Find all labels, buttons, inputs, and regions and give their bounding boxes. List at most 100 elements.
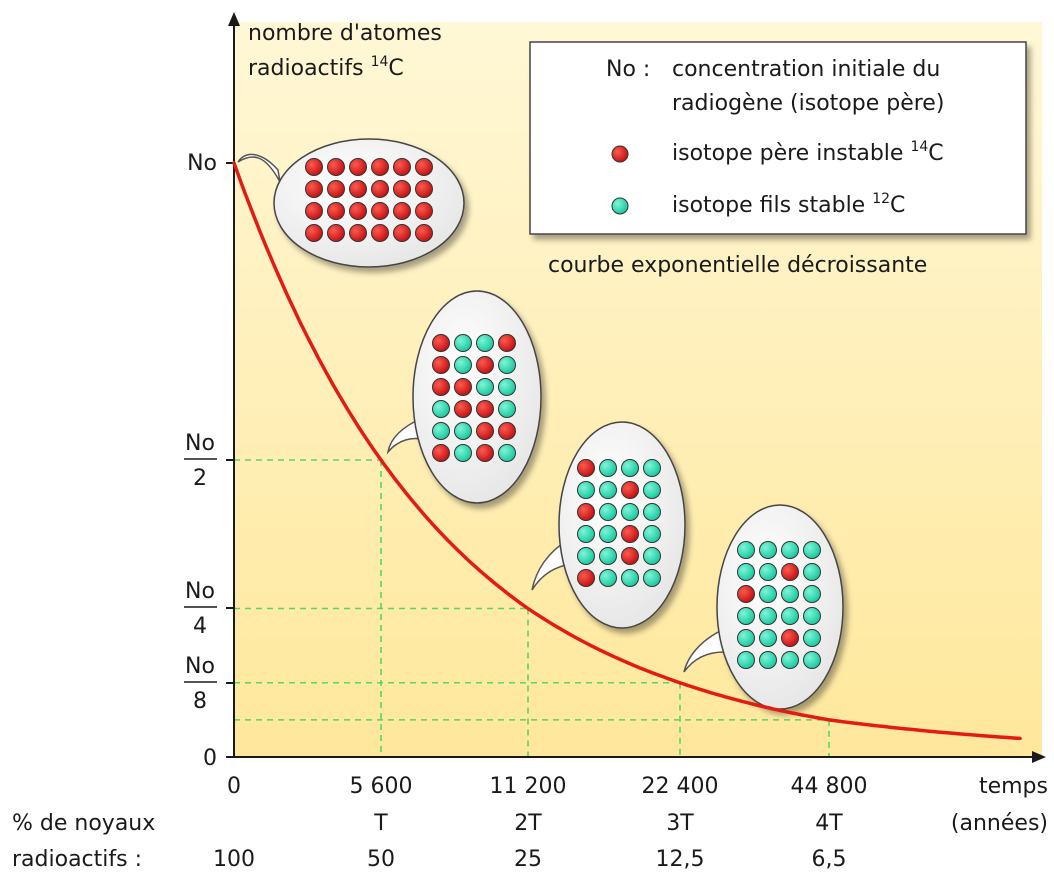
y-axis-title-line1: nombre d'atomes — [248, 21, 442, 46]
daughter-atom-icon — [759, 563, 777, 581]
daughter-atom-icon — [599, 459, 617, 477]
daughter-atom-icon — [803, 563, 821, 581]
daughter-atom-icon — [643, 481, 661, 499]
parent-atom-icon — [737, 585, 755, 603]
parent-atom-icon — [327, 180, 345, 198]
daughter-atom-icon — [454, 356, 472, 374]
percent-value: 12,5 — [656, 847, 705, 872]
daughter-atom-icon — [759, 541, 777, 559]
daughter-atom-icon — [611, 197, 629, 215]
legend-no-line2: radiogène (isotope père) — [672, 91, 944, 116]
legend-parent-text: isotope père instable 14C — [672, 139, 944, 166]
daughter-atom-icon — [759, 651, 777, 669]
parent-atom-icon — [393, 224, 411, 242]
period-label: 4T — [815, 811, 843, 836]
y-tick-label-zero: 0 — [203, 746, 217, 771]
daughter-atom-icon — [643, 569, 661, 587]
parent-atom-icon — [432, 444, 450, 462]
percent-value: 6,5 — [812, 847, 847, 872]
parent-atom-icon — [781, 563, 799, 581]
parent-atom-icon — [498, 334, 516, 352]
daughter-atom-icon — [643, 503, 661, 521]
percent-row-label-line1: % de noyaux — [12, 811, 155, 836]
x-tick-label: 11 200 — [490, 774, 567, 799]
percent-row-label-line2: radioactifs : — [12, 847, 142, 872]
parent-atom-icon — [305, 224, 323, 242]
parent-atom-icon — [611, 145, 629, 163]
parent-atom-icon — [476, 356, 494, 374]
y-tick-label-half: No 2 — [184, 431, 217, 491]
daughter-atom-icon — [737, 629, 755, 647]
parent-atom-icon — [476, 422, 494, 440]
daughter-atom-icon — [803, 541, 821, 559]
speech-bubble-T — [386, 290, 542, 504]
parent-atom-icon — [432, 334, 450, 352]
fraction-denominator: 4 — [193, 614, 207, 639]
parent-atom-icon — [305, 202, 323, 220]
parent-atom-icon — [432, 356, 450, 374]
daughter-atom-icon — [577, 481, 595, 499]
parent-atom-icon — [498, 422, 516, 440]
y-axis-arrow-icon — [228, 12, 240, 26]
axes — [228, 12, 1046, 763]
daughter-atom-icon — [599, 569, 617, 587]
daughter-atom-icon — [577, 547, 595, 565]
parent-atom-icon — [327, 224, 345, 242]
daughter-atom-icon — [737, 651, 755, 669]
x-tick-label: 22 400 — [642, 774, 719, 799]
y-tick-label-eighth: No 8 — [184, 654, 217, 714]
parent-atom-icon — [476, 444, 494, 462]
daughter-atom-icon — [781, 651, 799, 669]
parent-atom-icon — [371, 224, 389, 242]
parent-atom-icon — [349, 158, 367, 176]
daughter-atom-icon — [643, 525, 661, 543]
daughter-atom-icon — [759, 629, 777, 647]
fraction-numerator: No — [185, 654, 215, 679]
daughter-atom-icon — [498, 356, 516, 374]
daughter-atom-icon — [454, 334, 472, 352]
curve-caption: courbe exponentielle décroissante — [548, 253, 927, 278]
daughter-atom-icon — [621, 459, 639, 477]
period-label: 2T — [514, 811, 542, 836]
fraction-denominator: 2 — [193, 466, 207, 491]
parent-atom-icon — [393, 158, 411, 176]
parent-atom-icon — [393, 180, 411, 198]
parent-atom-icon — [415, 158, 433, 176]
y-tick-label-quarter: No 4 — [184, 579, 217, 639]
parent-atom-icon — [371, 202, 389, 220]
daughter-atom-icon — [498, 400, 516, 418]
parent-atom-icon — [327, 202, 345, 220]
daughter-atom-icon — [759, 607, 777, 625]
x-tick-label: 5 600 — [350, 774, 413, 799]
parent-atom-icon — [349, 180, 367, 198]
daughter-atom-icon — [621, 569, 639, 587]
daughter-atom-icon — [599, 481, 617, 499]
parent-atom-icon — [371, 158, 389, 176]
parent-atom-icon — [349, 224, 367, 242]
parent-atom-icon — [415, 202, 433, 220]
daughter-atom-icon — [643, 547, 661, 565]
y-axis-title-line2: radioactifs 14C — [248, 54, 404, 81]
parent-atom-icon — [432, 378, 450, 396]
daughter-atom-icon — [599, 525, 617, 543]
legend-no-line1: concentration initiale du — [672, 57, 940, 82]
daughter-atom-icon — [498, 444, 516, 462]
parent-atom-icon — [476, 400, 494, 418]
daughter-atom-icon — [759, 585, 777, 603]
y-tick-label-No: No — [187, 151, 217, 176]
legend-daughter-text: isotope fils stable 12C — [672, 191, 905, 218]
daughter-atom-icon — [432, 422, 450, 440]
speech-bubble-2T — [531, 421, 686, 629]
y-tick-marks — [226, 162, 234, 758]
daughter-atom-icon — [737, 541, 755, 559]
daughter-atom-icon — [599, 547, 617, 565]
parent-atom-icon — [577, 459, 595, 477]
parent-atom-icon — [305, 158, 323, 176]
parent-atom-icon — [454, 378, 472, 396]
legend-no-symbol: No : — [606, 57, 650, 82]
x-tick-label: 0 — [227, 774, 241, 799]
x-axis-title: temps — [979, 774, 1048, 799]
percent-value: 50 — [367, 847, 395, 872]
daughter-atom-icon — [498, 378, 516, 396]
